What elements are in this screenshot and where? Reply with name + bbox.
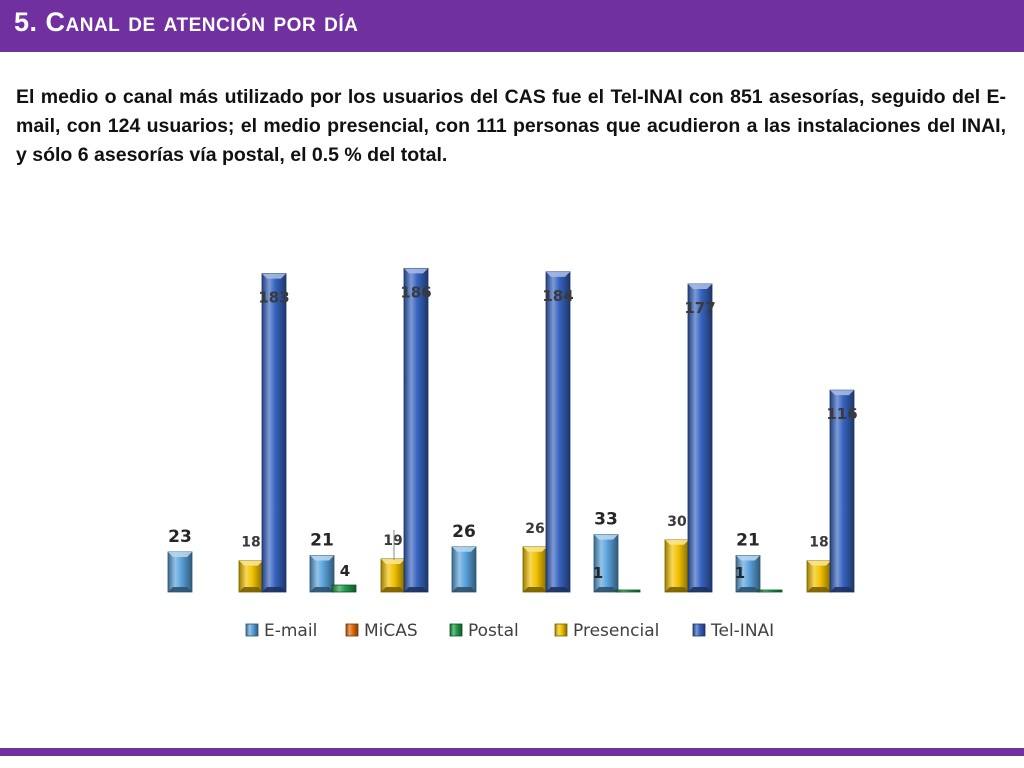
presencial-bar [664,539,690,593]
header-bar: 5. Canal de atención por día [0,0,1024,52]
presencial-value-label: 30 [667,514,687,530]
telinai-value-label: 183 [258,289,289,307]
postal-bar [757,589,783,593]
presencial-bar [522,546,548,593]
intro-paragraph: El medio o canal más utilizado por los u… [16,86,1006,166]
postal-value-label: 4 [340,562,350,580]
postal-value-label: 1 [593,564,603,582]
email-bar [167,551,193,593]
presencial-value-label: 18 [809,535,828,551]
email-bar [451,546,477,593]
bars-layer [167,267,855,593]
legend-item-telinai: Tel-INAI [692,621,774,641]
telinai-bar [403,267,429,593]
page-title: 5. Canal de atención por día [14,7,359,37]
telinai-value-label: 186 [400,283,431,301]
legend-item-postal: Postal [449,621,519,641]
legend-swatch [345,623,359,637]
legend-label: E-mail [264,621,317,641]
email-bar [309,555,335,593]
telinai-bar [545,271,571,593]
legend-label: Presencial [573,621,659,641]
legend-swatch [449,623,463,637]
telinai-value-label: 184 [542,287,573,305]
legend-label: Postal [468,621,519,641]
email-value-label: 26 [452,522,476,542]
presencial-value-label: 26 [525,521,544,537]
telinai-bar [829,389,855,593]
presencial-bar [380,558,406,593]
email-value-label: 21 [310,530,334,550]
legend-swatch [692,623,706,637]
email-bar [593,534,619,593]
presencial-bar [806,560,832,593]
email-value-label: 21 [736,530,760,550]
legend-item-presencial: Presencial [554,621,659,641]
presencial-value-label: 19 [383,533,402,549]
telinai-bar [687,283,713,593]
postal-value-label: 1 [735,564,745,582]
legend-swatch [554,623,568,637]
presencial-bar [238,560,264,593]
legend-label: MiCAS [364,621,418,641]
chart-legend: E-mail MiCAS Postal Presencial Tel-INAI [245,621,774,641]
labels-layer: 23 18 183 21 4 19 186 26 26 184 33 1 30 177 21 1 18 116 [168,283,857,582]
presencial-value-label: 18 [241,535,260,551]
telinai-value-label: 116 [826,405,857,423]
email-bar [735,555,761,593]
postal-bar [331,584,357,593]
legend-swatch [245,623,259,637]
email-value-label: 23 [168,527,192,547]
telinai-value-label: 177 [684,299,715,317]
telinai-bar [261,273,287,593]
legend-label: Tel-INAI [710,621,774,641]
email-value-label: 33 [594,510,618,530]
footer-bar [0,748,1024,756]
postal-bar [615,589,641,593]
legend-item-email: E-mail [245,621,317,641]
legend-item-micas: MiCAS [345,621,418,641]
